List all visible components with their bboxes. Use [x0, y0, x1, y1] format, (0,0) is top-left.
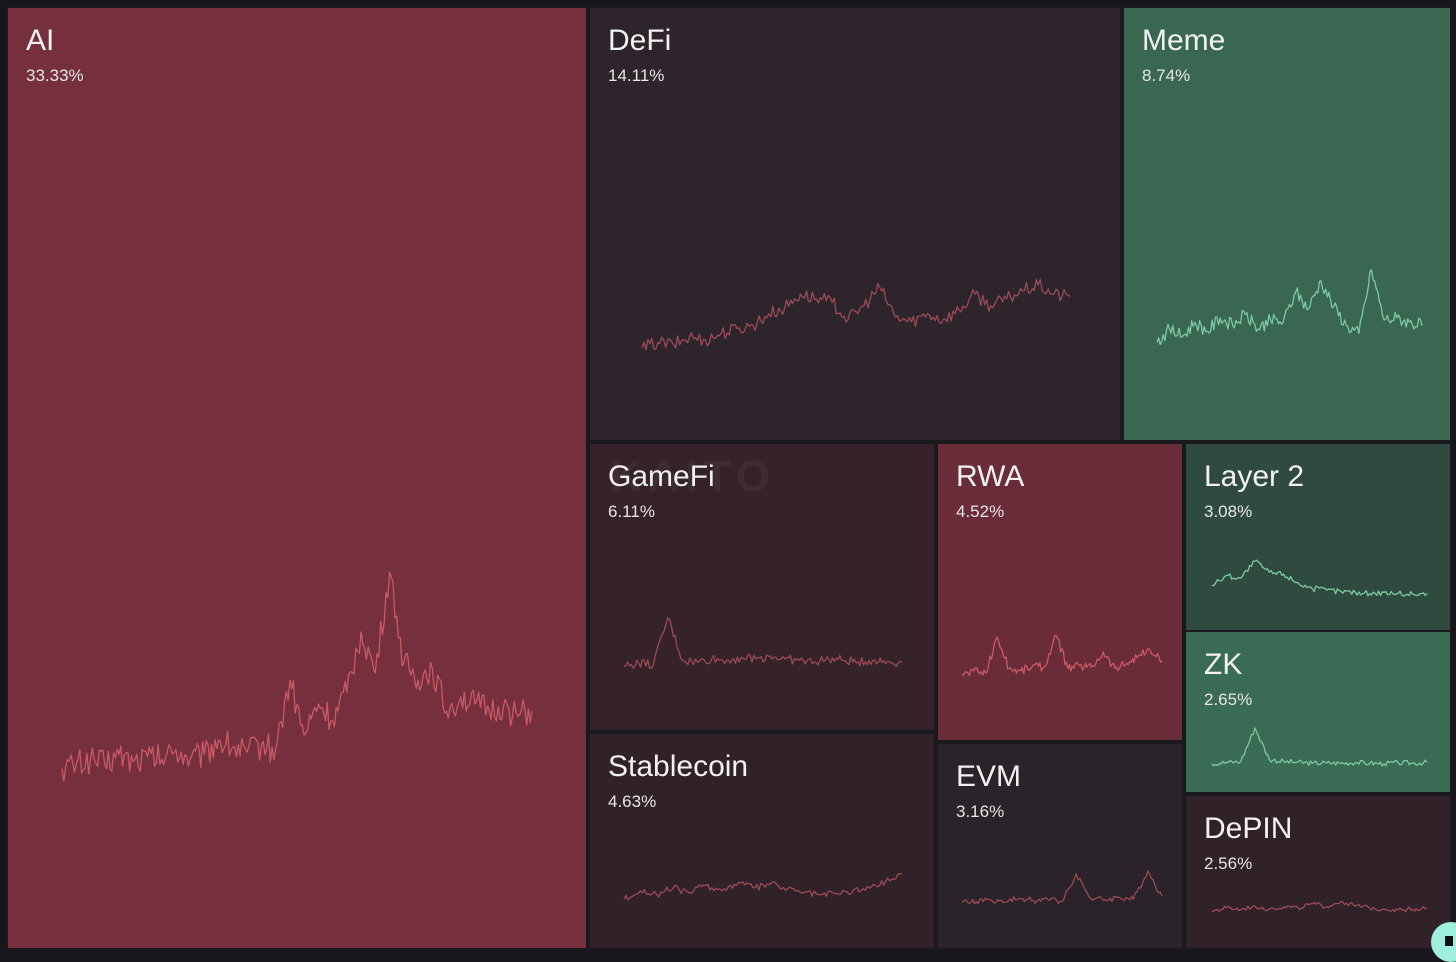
tile-name-zk: ZK [1204, 648, 1243, 681]
sparkline-meme [1156, 268, 1423, 346]
sparkline-gamefi [623, 617, 903, 669]
tile-name-meme: Meme [1142, 24, 1226, 57]
tile-gamefi[interactable]: GameFi 6.11% [588, 442, 936, 732]
sparkline-path-zk [1211, 727, 1428, 767]
tile-evm[interactable]: EVM 3.16% [936, 742, 1184, 950]
sparkline-path-layer-2 [1211, 559, 1428, 597]
tile-percent-layer-2: 3.08% [1204, 502, 1253, 521]
tile-ai[interactable]: AI 33.33% [6, 6, 588, 950]
tile-name-depin: DePIN [1204, 812, 1293, 845]
sparkline-path-ai [61, 571, 533, 782]
sparkline-path-stablecoin [623, 873, 903, 901]
tile-name-rwa: RWA [956, 460, 1025, 493]
sparkline-stablecoin [623, 873, 903, 901]
tile-name-ai: AI [26, 24, 55, 57]
tile-layer-2[interactable]: Layer 2 3.08% [1184, 442, 1452, 632]
tile-name-defi: DeFi [608, 24, 672, 57]
tile-name-evm: EVM [956, 760, 1022, 793]
tile-name-layer-2: Layer 2 [1204, 460, 1305, 493]
tile-percent-defi: 14.11% [608, 66, 665, 85]
sparkline-path-rwa [961, 634, 1163, 677]
tile-meme[interactable]: Meme 8.74% [1122, 6, 1452, 442]
tile-percent-rwa: 4.52% [956, 502, 1005, 521]
tile-percent-evm: 3.16% [956, 802, 1005, 821]
tile-percent-zk: 2.65% [1204, 690, 1253, 709]
sparkline-defi [641, 278, 1071, 351]
tile-name-stablecoin: Stablecoin [608, 750, 749, 783]
sparkline-layer-2 [1211, 559, 1428, 597]
chat-bubble-icon[interactable] [1431, 922, 1456, 962]
tile-percent-meme: 8.74% [1142, 66, 1191, 85]
tile-stablecoin[interactable]: Stablecoin 4.63% [588, 732, 936, 950]
tile-percent-stablecoin: 4.63% [608, 792, 657, 811]
sparkline-ai [61, 571, 533, 782]
watermark: KAITO [610, 452, 776, 502]
sparkline-evm [961, 870, 1163, 905]
tile-zk[interactable]: ZK 2.65% [1184, 630, 1452, 794]
sparkline-path-gamefi [623, 617, 903, 669]
sparkline-zk [1211, 727, 1428, 767]
tile-depin[interactable]: DePIN 2.56% [1184, 794, 1452, 950]
tile-percent-depin: 2.56% [1204, 854, 1253, 873]
tile-rwa[interactable]: RWA 4.52% [936, 442, 1184, 742]
tile-name-gamefi: GameFi [608, 460, 715, 493]
sparkline-path-defi [641, 278, 1071, 351]
sparkline-depin [1211, 900, 1428, 913]
sparkline-rwa [961, 634, 1163, 677]
tile-defi[interactable]: DeFi 14.11% [588, 6, 1122, 442]
sparkline-path-evm [961, 870, 1163, 905]
tile-percent-ai: 33.33% [26, 66, 84, 85]
tile-percent-gamefi: 6.11% [608, 502, 655, 521]
sparkline-path-meme [1156, 268, 1423, 346]
sparkline-path-depin [1211, 900, 1428, 913]
